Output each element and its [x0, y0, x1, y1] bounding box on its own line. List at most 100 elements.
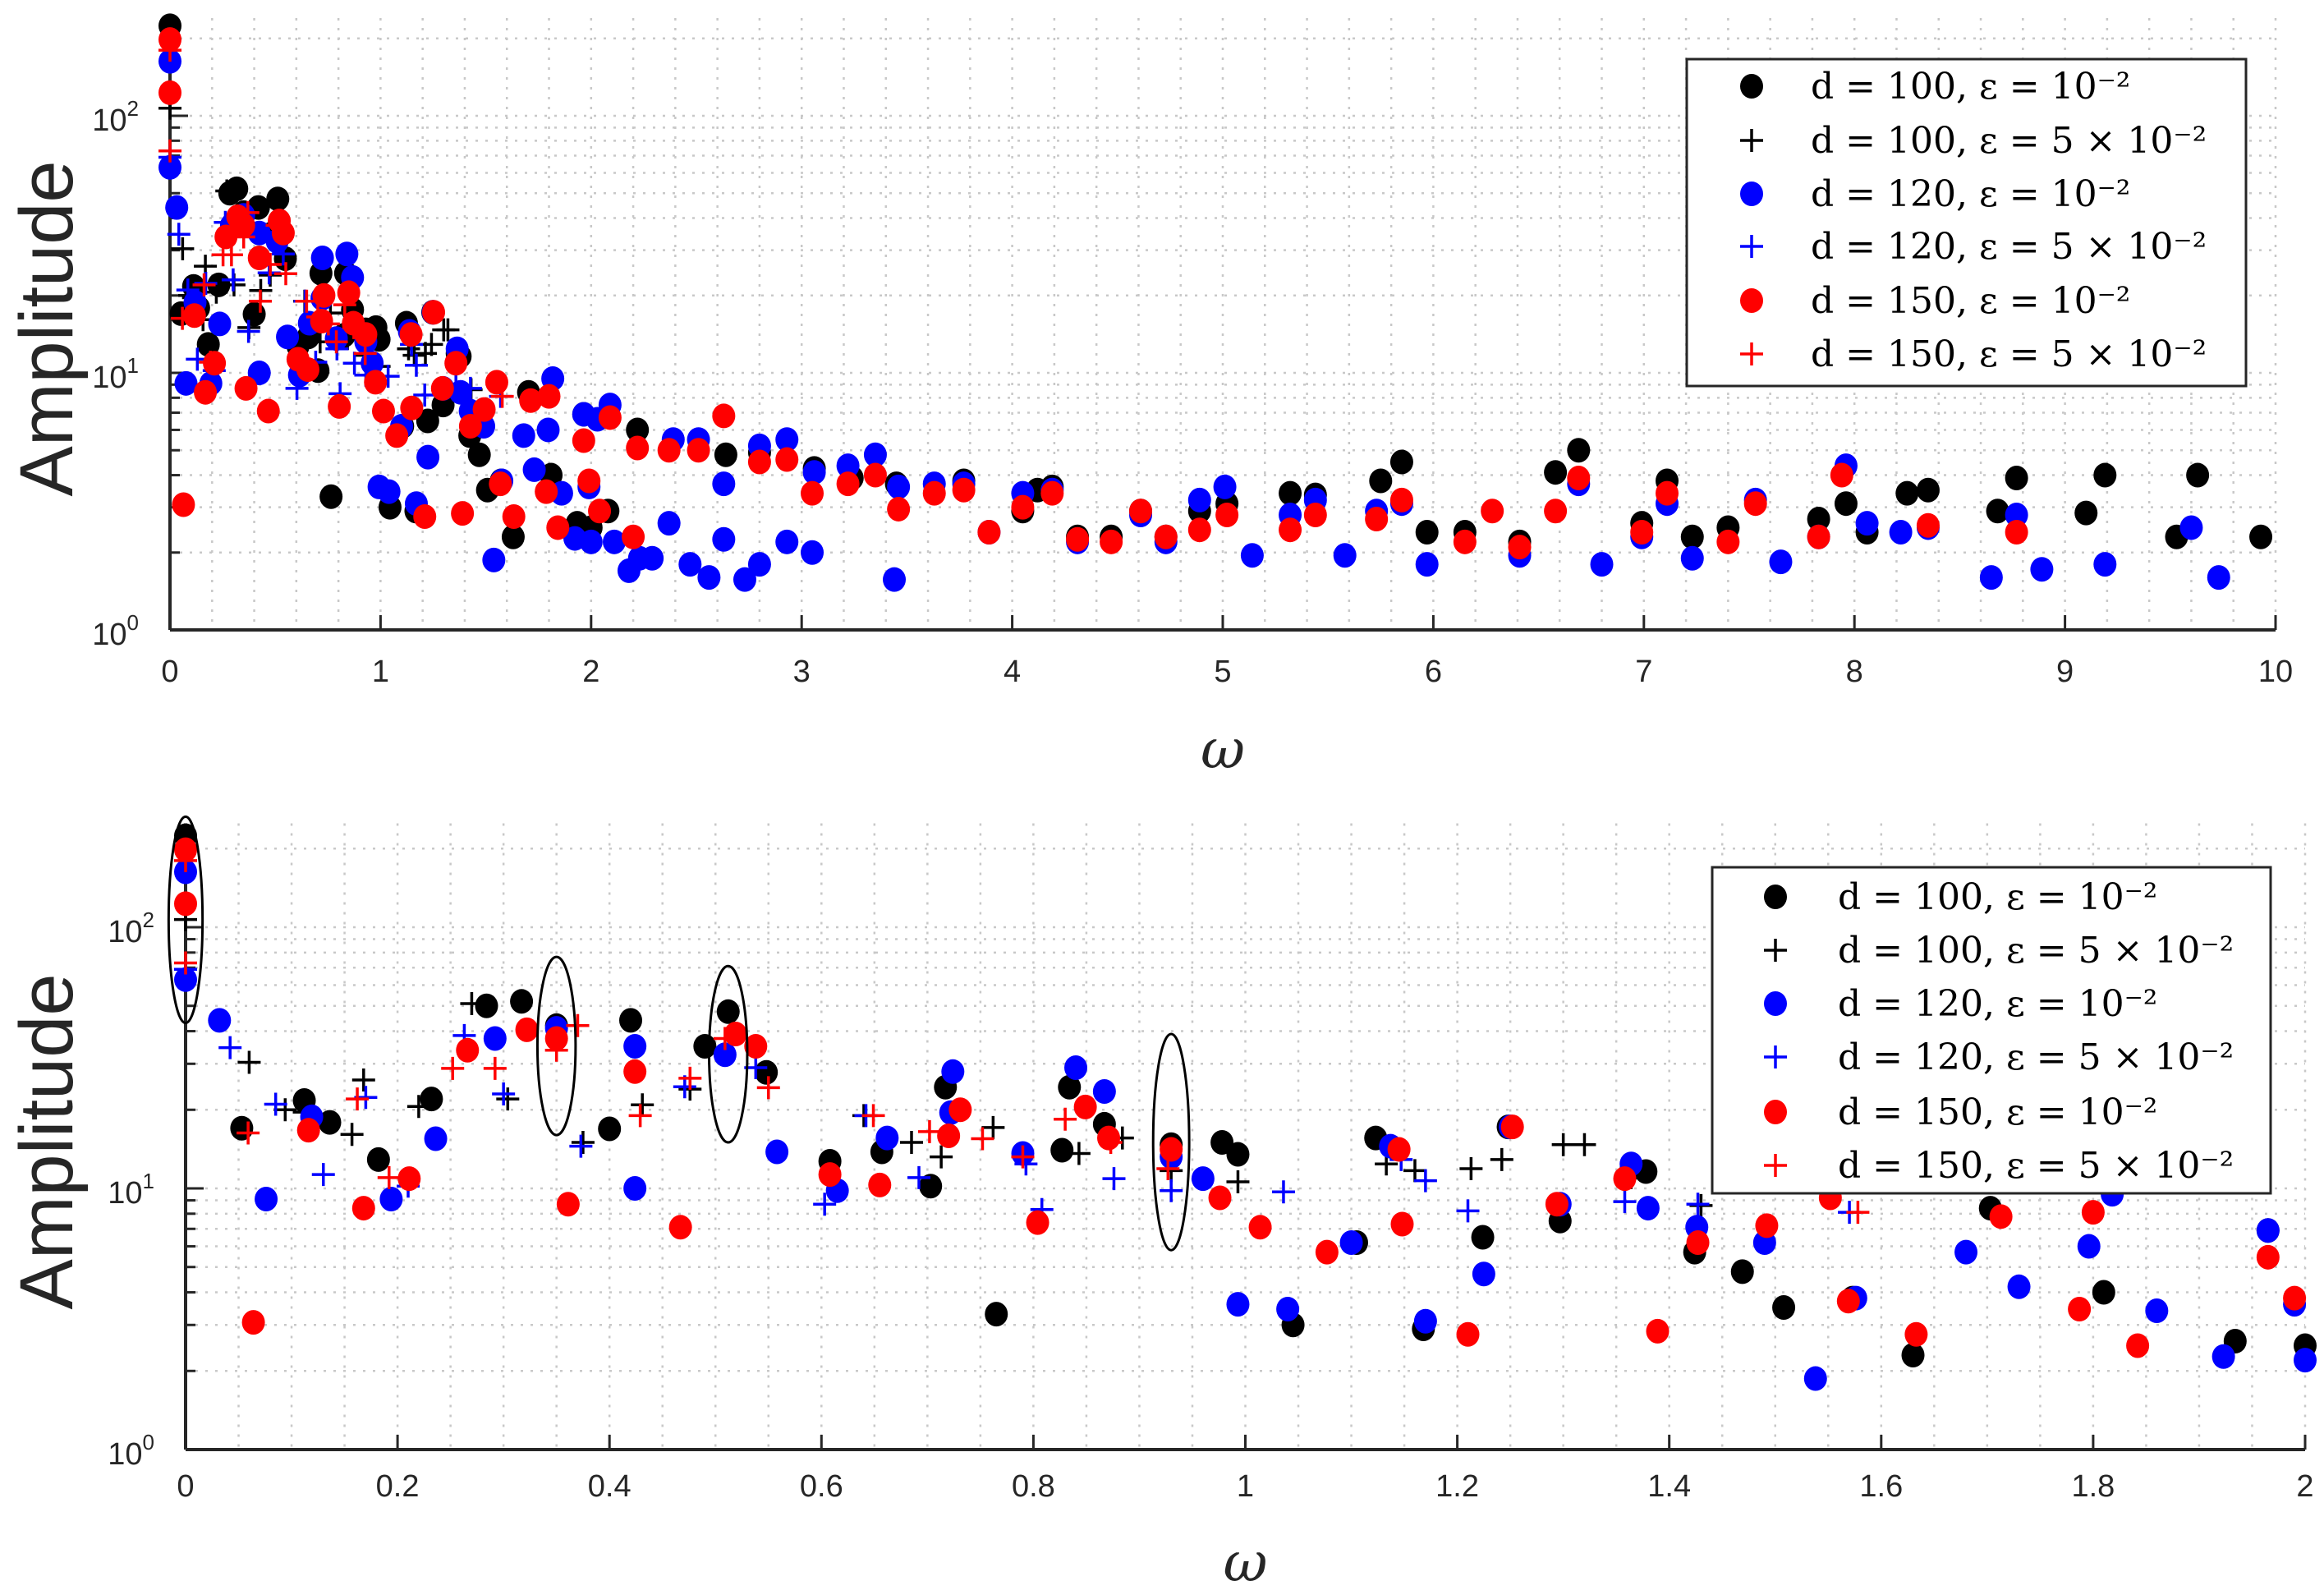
data-point-dot	[657, 438, 681, 463]
legend-marker-dot	[1764, 991, 1787, 1016]
data-point-dot	[733, 567, 756, 592]
data-point-dot	[747, 449, 771, 475]
legend-entry-label: d = 100, ε = 5 × 10⁻²	[1811, 120, 2207, 162]
data-point-dot	[328, 393, 351, 419]
data-point-dot	[1680, 545, 1704, 571]
data-point-plus	[1846, 1201, 1870, 1225]
data-point-dot	[1191, 1166, 1215, 1192]
data-point-plus	[158, 139, 181, 163]
data-point-dot	[1365, 506, 1389, 531]
data-point-dot	[1743, 491, 1767, 517]
data-point-dot	[1904, 1321, 1928, 1347]
data-point-dot	[801, 540, 824, 565]
data-point-dot	[765, 1139, 789, 1165]
data-point-dot	[723, 1022, 747, 1047]
data-point-dot	[2126, 1333, 2150, 1358]
data-point-dot	[887, 474, 911, 499]
data-point-plus	[899, 1131, 923, 1154]
data-point-dot	[1226, 1292, 1250, 1317]
data-point-dot	[863, 442, 887, 467]
data-point-dot	[919, 1174, 943, 1199]
data-point-plus	[441, 1056, 465, 1080]
y-tick-exponent: 1	[143, 1169, 154, 1193]
data-point-plus	[460, 991, 484, 1015]
legend-marker-dot	[1740, 74, 1763, 99]
data-point-plus	[566, 1013, 590, 1037]
data-point-dot	[502, 503, 526, 529]
data-point-dot	[2145, 1298, 2169, 1323]
y-tick-base: 10	[108, 1437, 142, 1472]
data-point-dot	[577, 468, 601, 494]
data-point-dot	[668, 1215, 692, 1240]
data-point-dot	[868, 1172, 892, 1197]
data-point-dot	[399, 322, 423, 347]
annotation-ellipse	[167, 815, 204, 1025]
data-point-dot	[693, 1033, 717, 1059]
data-point-plus	[274, 262, 298, 286]
data-point-dot	[875, 1125, 899, 1151]
x-tick-label: 0	[161, 655, 178, 689]
legend: d = 100, ε = 10⁻² d = 100, ε = 5 × 10⁻² d …	[1685, 57, 2248, 388]
data-point-dot	[678, 552, 702, 577]
data-point-plus	[324, 330, 348, 354]
data-point-dot	[1129, 499, 1153, 524]
data-point-dot	[948, 1097, 972, 1123]
legend-marker-plus	[1764, 1154, 1787, 1177]
x-tick-label: 4	[1004, 655, 1021, 689]
data-point-dot	[1889, 519, 1913, 545]
data-point-plus	[1413, 1169, 1437, 1192]
data-point-plus	[420, 333, 443, 356]
data-point-dot	[952, 477, 976, 503]
data-point-plus	[174, 951, 197, 975]
data-point-dot	[2074, 500, 2098, 526]
data-point-dot	[1716, 529, 1740, 554]
data-point-plus	[264, 1092, 287, 1116]
data-point-dot	[2068, 1296, 2092, 1321]
data-point-dot	[1097, 1125, 1121, 1151]
data-point-dot	[1026, 1210, 1049, 1235]
data-point-plus	[174, 848, 197, 872]
data-point-plus	[1102, 1167, 1126, 1191]
data-point-dot	[1769, 549, 1793, 575]
data-point-dot	[623, 1033, 647, 1059]
data-point-dot	[1680, 524, 1704, 549]
data-point-dot	[1500, 1114, 1524, 1140]
x-tick-label: 2	[582, 655, 599, 689]
data-point-dot	[522, 457, 546, 482]
data-point-plus	[273, 1098, 297, 1122]
data-point-dot	[1333, 543, 1357, 568]
data-point-plus	[1067, 1142, 1091, 1165]
data-point-plus	[458, 376, 482, 400]
data-point-dot	[1636, 1196, 1660, 1221]
data-point-plus	[342, 352, 366, 375]
series-5	[174, 848, 1870, 1225]
legend: d = 100, ε = 10⁻² d = 100, ε = 5 × 10⁻² d …	[1711, 866, 2272, 1195]
data-point-plus	[192, 273, 216, 296]
x-tick-label: 2	[2296, 1469, 2313, 1504]
data-point-plus	[295, 289, 319, 313]
x-tick-label: 10	[2258, 655, 2293, 689]
data-point-dot	[1064, 1055, 1088, 1080]
data-point-plus	[1613, 1190, 1637, 1214]
legend-entry-label: d = 120, ε = 5 × 10⁻²	[1838, 1036, 2234, 1078]
data-point-dot	[312, 283, 336, 308]
data-point-plus	[265, 214, 289, 237]
data-point-dot	[2249, 524, 2273, 549]
data-point-plus	[237, 319, 260, 343]
y-tick-label: 102	[108, 908, 154, 949]
legend-entry-label: d = 120, ε = 10⁻²	[1838, 983, 2157, 1025]
data-point-plus	[1573, 1133, 1596, 1156]
x-tick-label: 8	[1846, 655, 1863, 689]
data-point-dot	[194, 379, 218, 405]
data-point-dot	[1276, 1296, 1300, 1321]
data-point-dot	[2093, 462, 2117, 488]
data-point-plus	[176, 278, 200, 302]
data-point-plus	[1456, 1199, 1480, 1223]
data-point-dot	[266, 186, 290, 212]
data-point-plus	[981, 1115, 1005, 1139]
data-point-dot	[319, 484, 343, 509]
data-point-dot	[801, 480, 824, 506]
data-point-dot	[775, 529, 799, 554]
data-point-dot	[1100, 529, 1123, 554]
data-point-dot	[623, 1176, 647, 1201]
